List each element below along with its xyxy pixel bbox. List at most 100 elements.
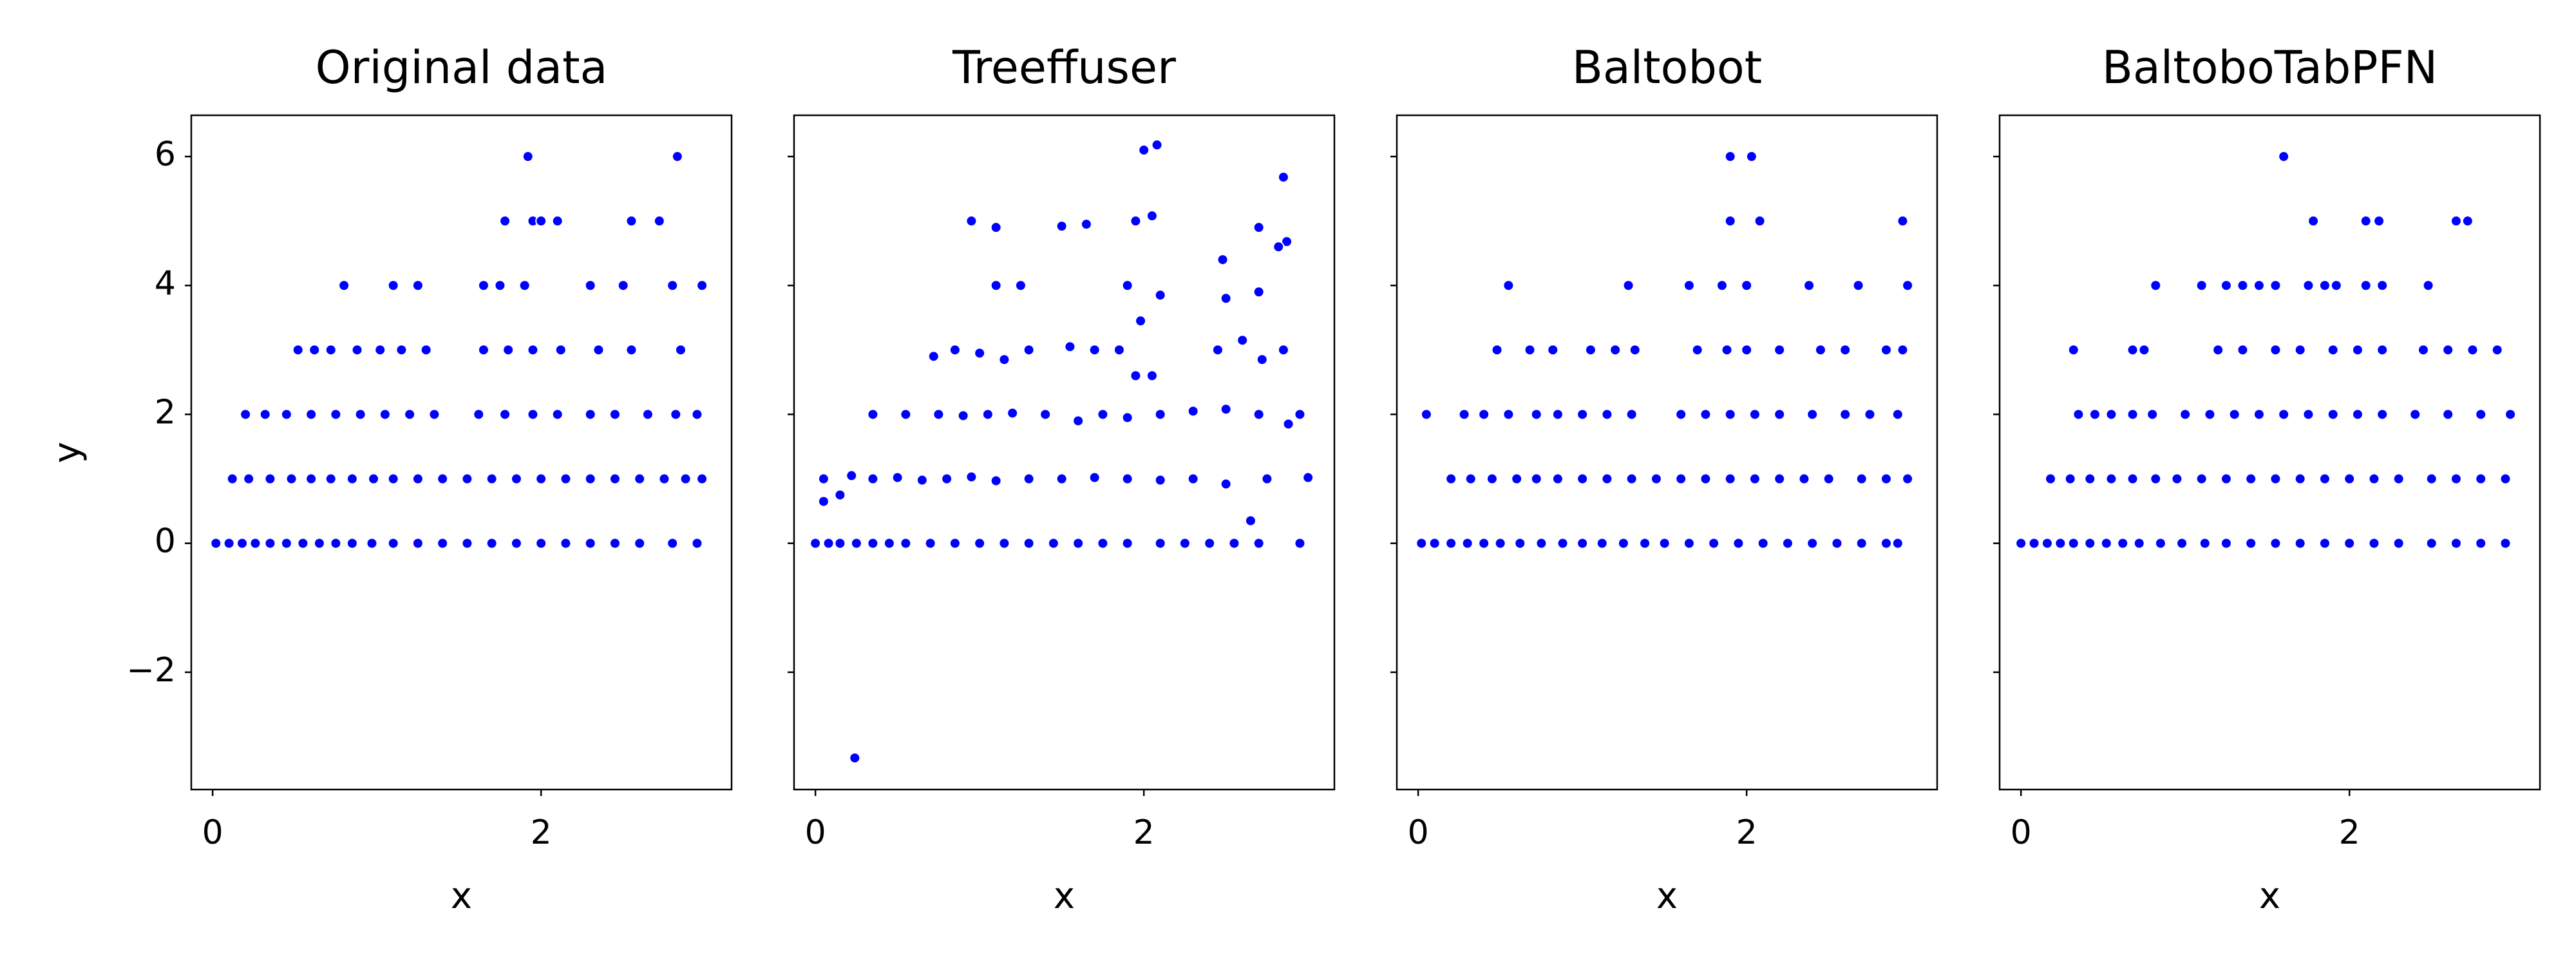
point [674,344,687,356]
point [625,344,638,356]
point [1629,344,1641,356]
point [2072,408,2085,421]
point [1113,344,1125,356]
point [957,410,969,422]
point [243,473,255,485]
point [379,408,391,421]
point [1428,537,1441,549]
point [461,473,473,485]
point [2442,344,2454,356]
point [670,408,682,421]
panel-title: Original data [316,41,608,94]
point [2126,473,2139,485]
point [2176,537,2188,549]
point [1683,537,1695,549]
point [2064,473,2076,485]
point [1220,403,1232,415]
point [510,473,522,485]
point [916,474,928,486]
point [1557,537,1569,549]
point [1577,537,1589,549]
x-tick-label: 2 [2339,813,2360,852]
point [1420,408,1432,421]
point [259,408,271,421]
point [412,279,424,292]
point [551,215,564,227]
point [2330,279,2342,292]
point [1502,408,1515,421]
point [634,537,646,549]
point [1551,408,1564,421]
point [2067,344,2079,356]
point [609,537,621,549]
point [1601,473,1613,485]
point [584,279,596,292]
point [658,473,670,485]
point [1551,473,1564,485]
point [486,537,498,549]
point [1281,236,1293,248]
point [974,347,986,359]
y-tick-label: 4 [155,264,176,303]
point [2199,537,2211,549]
point [1806,537,1819,549]
point [2253,408,2265,421]
point [2269,344,2282,356]
point [1461,537,1473,549]
y-tick-label: 6 [155,135,176,174]
panel-title: Treeffuser [952,41,1176,94]
point [867,537,879,549]
point [1416,537,1428,549]
point [499,408,511,421]
point [1609,344,1622,356]
point [1445,537,1457,549]
point [1277,344,1289,356]
point [584,537,596,549]
point [1072,415,1084,427]
point [1130,370,1142,382]
point [933,408,945,421]
point [1121,473,1133,485]
point [354,408,366,421]
point [1273,241,1285,253]
point [1625,408,1638,421]
point [1798,473,1810,485]
x-axis-label: x [1054,875,1075,917]
point [1891,537,1904,549]
point [1577,473,1589,485]
point [2105,408,2117,421]
x-axis-label: x [1656,875,1678,917]
point [374,344,386,356]
point [1080,218,1092,231]
point [1902,473,1914,485]
point [1154,474,1166,486]
point [696,279,708,292]
point [346,473,358,485]
point [1748,408,1761,421]
point [1187,473,1199,485]
point [1748,473,1761,485]
point [226,473,238,485]
point [1478,408,1490,421]
point [817,473,829,485]
point [2269,473,2282,485]
point [412,537,424,549]
point [387,537,399,549]
point [2245,473,2257,485]
point [2467,344,2479,356]
point [1757,537,1769,549]
point [850,537,862,549]
point [264,473,276,485]
point [1056,473,1068,485]
point [1187,405,1199,417]
point [965,471,978,483]
point [2220,537,2232,549]
point [1675,408,1687,421]
point [1708,537,1720,549]
point [2100,537,2112,549]
point [617,279,629,292]
point [535,537,547,549]
point [1121,537,1133,549]
point [1261,473,1273,485]
x-tick-label: 0 [2011,813,2032,852]
